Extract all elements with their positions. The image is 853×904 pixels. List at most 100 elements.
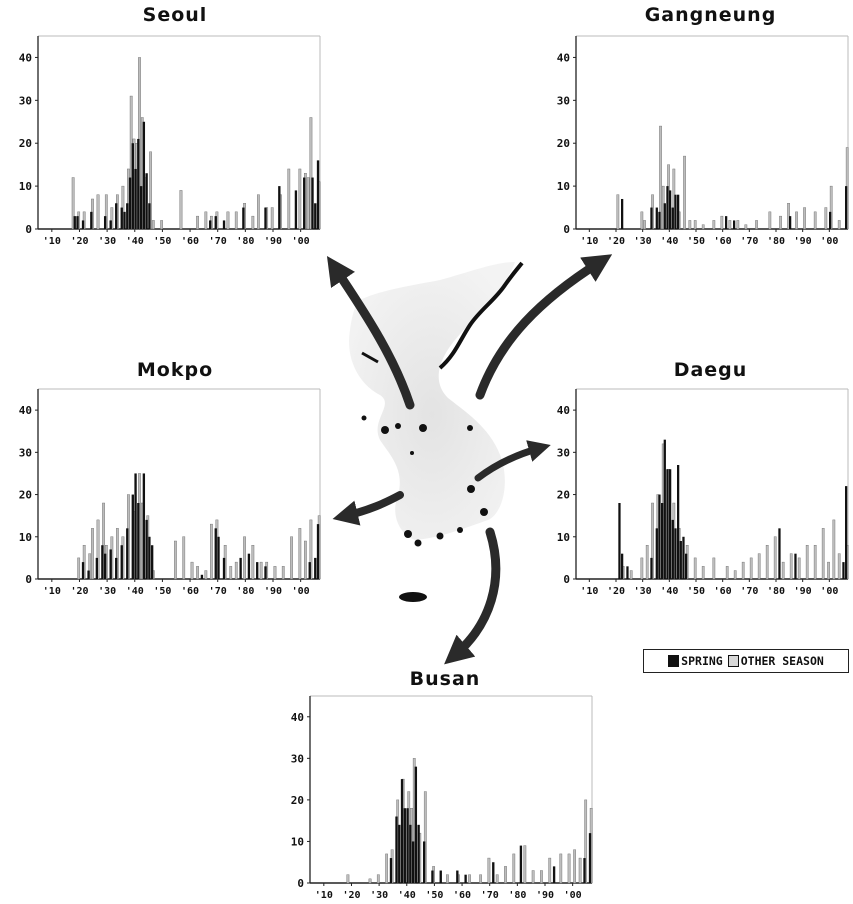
bar-other-season: [204, 211, 208, 230]
bar-spring: [142, 473, 146, 579]
bar-other-season: [733, 570, 737, 580]
y-tick-label: 20: [19, 137, 32, 150]
bar-spring: [621, 553, 624, 579]
arrow-to-daegu: [474, 440, 551, 482]
x-tick-label: '60: [714, 236, 732, 247]
bar-other-season: [640, 557, 644, 580]
arrow-to-gangneung: [475, 254, 613, 400]
bar-other-season: [257, 194, 260, 230]
bar-other-season: [701, 224, 705, 230]
x-tick-label: '50: [687, 236, 705, 247]
x-tick-label: '20: [70, 236, 88, 247]
bar-spring: [789, 216, 792, 229]
bar-spring: [666, 186, 669, 229]
bar-other-season: [270, 207, 274, 230]
legend-label-other-season: OTHER SEASON: [740, 654, 824, 668]
y-tick-label: 10: [557, 531, 570, 544]
bar-spring: [120, 207, 123, 229]
x-tick-label: '00: [564, 890, 582, 901]
bar-other-season: [204, 570, 208, 580]
bar-other-season: [813, 545, 817, 580]
x-tick-label: '60: [453, 890, 471, 901]
bar-spring: [422, 841, 426, 883]
x-tick-label: '80: [236, 236, 254, 247]
bar-other-season: [757, 553, 761, 580]
northern-coastline: [438, 261, 524, 370]
x-tick-label: '10: [580, 236, 598, 247]
bar-other-season: [773, 536, 777, 580]
bar-other-season: [368, 878, 372, 884]
bar-spring: [134, 473, 137, 579]
bar-other-season: [805, 545, 809, 580]
bar-other-season: [346, 874, 350, 884]
bar-other-season: [290, 536, 293, 580]
x-tick-label: '40: [660, 236, 678, 247]
x-tick-label: '60: [714, 586, 732, 597]
x-tick-label: '70: [740, 236, 758, 247]
bar-other-season: [728, 220, 732, 230]
x-tick-label: '20: [70, 586, 88, 597]
y-tick-label: 30: [291, 752, 304, 765]
bar-other-season: [701, 566, 705, 580]
y-tick-label: 20: [557, 489, 570, 502]
bar-spring: [842, 562, 845, 579]
bar-spring: [671, 207, 674, 229]
bar-spring: [588, 833, 592, 883]
bar-spring: [674, 528, 677, 579]
bar-spring: [829, 211, 832, 229]
bar-other-season: [755, 220, 758, 230]
bar-spring: [115, 557, 118, 579]
y-tick-label: 20: [557, 137, 570, 150]
bar-spring: [417, 824, 420, 883]
chart-gangneung: Gangneung 0 10 20 30 40 '10 '20 '30 '40 '50 '60 '70…: [540, 0, 853, 250]
bar-spring: [217, 536, 220, 579]
y-tick-label: 10: [291, 835, 304, 848]
x-tick-label: '70: [209, 586, 227, 597]
bar-spring: [123, 211, 126, 229]
x-tick-label: '00: [292, 586, 310, 597]
bar-spring: [148, 203, 151, 229]
x-tick-label: '30: [370, 890, 388, 901]
bar-spring: [669, 469, 672, 579]
bar-other-season: [548, 857, 552, 884]
bar-other-season: [251, 545, 255, 580]
bar-spring: [661, 503, 664, 579]
bar-spring: [264, 566, 267, 579]
bar-spring: [200, 574, 204, 579]
bar-spring: [131, 143, 134, 229]
bar-spring: [314, 203, 317, 229]
bar-spring: [73, 216, 76, 229]
bar-other-season: [821, 528, 825, 580]
bar-spring: [81, 220, 85, 229]
y-tick-label: 20: [291, 794, 304, 807]
bar-spring: [209, 220, 212, 229]
bar-spring: [663, 439, 666, 579]
bar-spring: [663, 203, 666, 229]
bar-other-season: [789, 553, 793, 580]
chart-busan: Busan 0 10 20 30 40 '10 '20 '30 '40 '50 '60 '70 '80 '…: [270, 664, 600, 904]
x-tick-label: '10: [315, 890, 333, 901]
x-tick-label: '40: [660, 586, 678, 597]
bar-spring: [658, 211, 661, 229]
bar-spring: [439, 870, 442, 883]
bar-other-season: [306, 177, 310, 230]
y-tick-label: 30: [19, 446, 32, 459]
bar-other-season: [645, 545, 649, 580]
y-tick-label: 0: [563, 573, 570, 586]
bar-other-season: [629, 570, 633, 580]
bar-spring: [150, 545, 154, 579]
bar-spring: [682, 536, 685, 579]
y-tick-label: 20: [19, 489, 32, 502]
y-tick-label: 10: [19, 531, 32, 544]
bar-spring: [677, 465, 680, 579]
bar-spring: [519, 845, 523, 883]
bar-spring: [316, 160, 320, 229]
x-tick-label: '70: [209, 236, 227, 247]
bar-other-season: [151, 220, 155, 230]
bar-other-season: [77, 557, 81, 580]
bar-spring: [103, 553, 107, 579]
bar-spring: [666, 469, 669, 579]
bar-other-season: [693, 220, 697, 230]
bar-spring: [400, 779, 404, 883]
